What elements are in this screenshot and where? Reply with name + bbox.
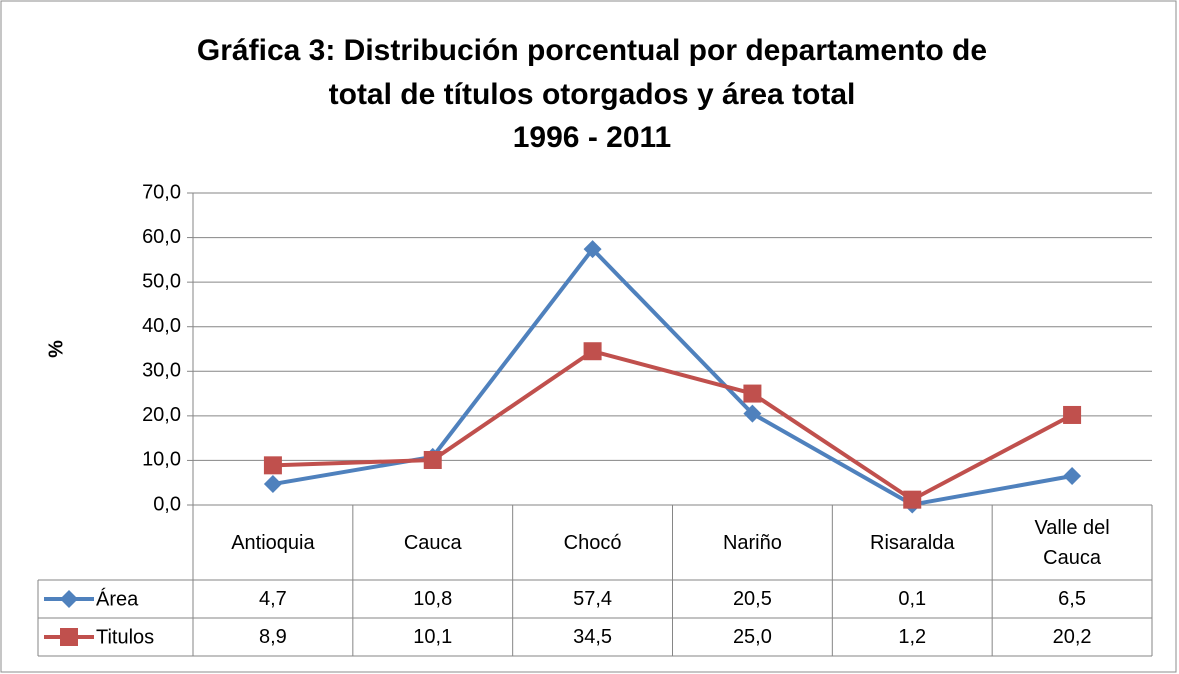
y-tick-label: 0,0 [153, 493, 181, 515]
y-axis-label: % [45, 340, 67, 358]
y-tick-label: 70,0 [142, 181, 181, 203]
table-value: 4,7 [259, 588, 287, 610]
table-value: 20,5 [732, 588, 772, 610]
data-point [743, 384, 762, 403]
chart-title: 1996 - 2011 [513, 121, 671, 154]
legend-label: Titulos [96, 626, 154, 648]
table-value: 57,4 [573, 588, 613, 610]
y-tick-label: 20,0 [142, 404, 181, 426]
x-tick-label: Nariño [722, 531, 782, 554]
series-line [272, 349, 1074, 502]
x-tick-label: Chocó [563, 531, 622, 554]
y-tick-label: 30,0 [142, 360, 181, 382]
x-tick-label: Valle del Cauca [1034, 516, 1110, 569]
y-tick-label: 50,0 [142, 270, 181, 292]
x-tick-label: Cauca [403, 531, 462, 554]
data-point [263, 475, 282, 494]
table-value: 25,0 [732, 626, 772, 648]
data-point [263, 456, 282, 475]
chart-title: Gráfica 3: Distribución porcentual por d… [197, 34, 987, 67]
data-point [1063, 467, 1082, 486]
table-value: 6,5 [1058, 588, 1086, 610]
y-tick-label: 10,0 [142, 449, 181, 471]
table-value: 10,1 [413, 626, 453, 648]
table-value: 1,2 [898, 626, 927, 648]
data-point [583, 240, 602, 259]
data-point [743, 404, 762, 423]
x-tick-label: Antioquia [231, 531, 315, 554]
data-point [1063, 405, 1082, 424]
data-point [903, 490, 922, 509]
table-value: 20,2 [1052, 626, 1092, 648]
table-value: 0,1 [898, 588, 927, 610]
table-value: 10,8 [413, 588, 453, 610]
legend-marker [60, 628, 78, 646]
table-value: 34,5 [573, 626, 613, 648]
table-value: 8,9 [259, 626, 287, 648]
data-point [583, 342, 602, 361]
y-tick-label: 40,0 [142, 315, 181, 337]
y-tick-label: 60,0 [142, 226, 181, 248]
legend-label: Área [96, 587, 139, 610]
x-tick-label: Risaralda [870, 531, 955, 554]
chart-title: total de títulos otorgados y área total [329, 78, 856, 111]
data-point [423, 450, 442, 469]
legend-marker [60, 590, 78, 608]
